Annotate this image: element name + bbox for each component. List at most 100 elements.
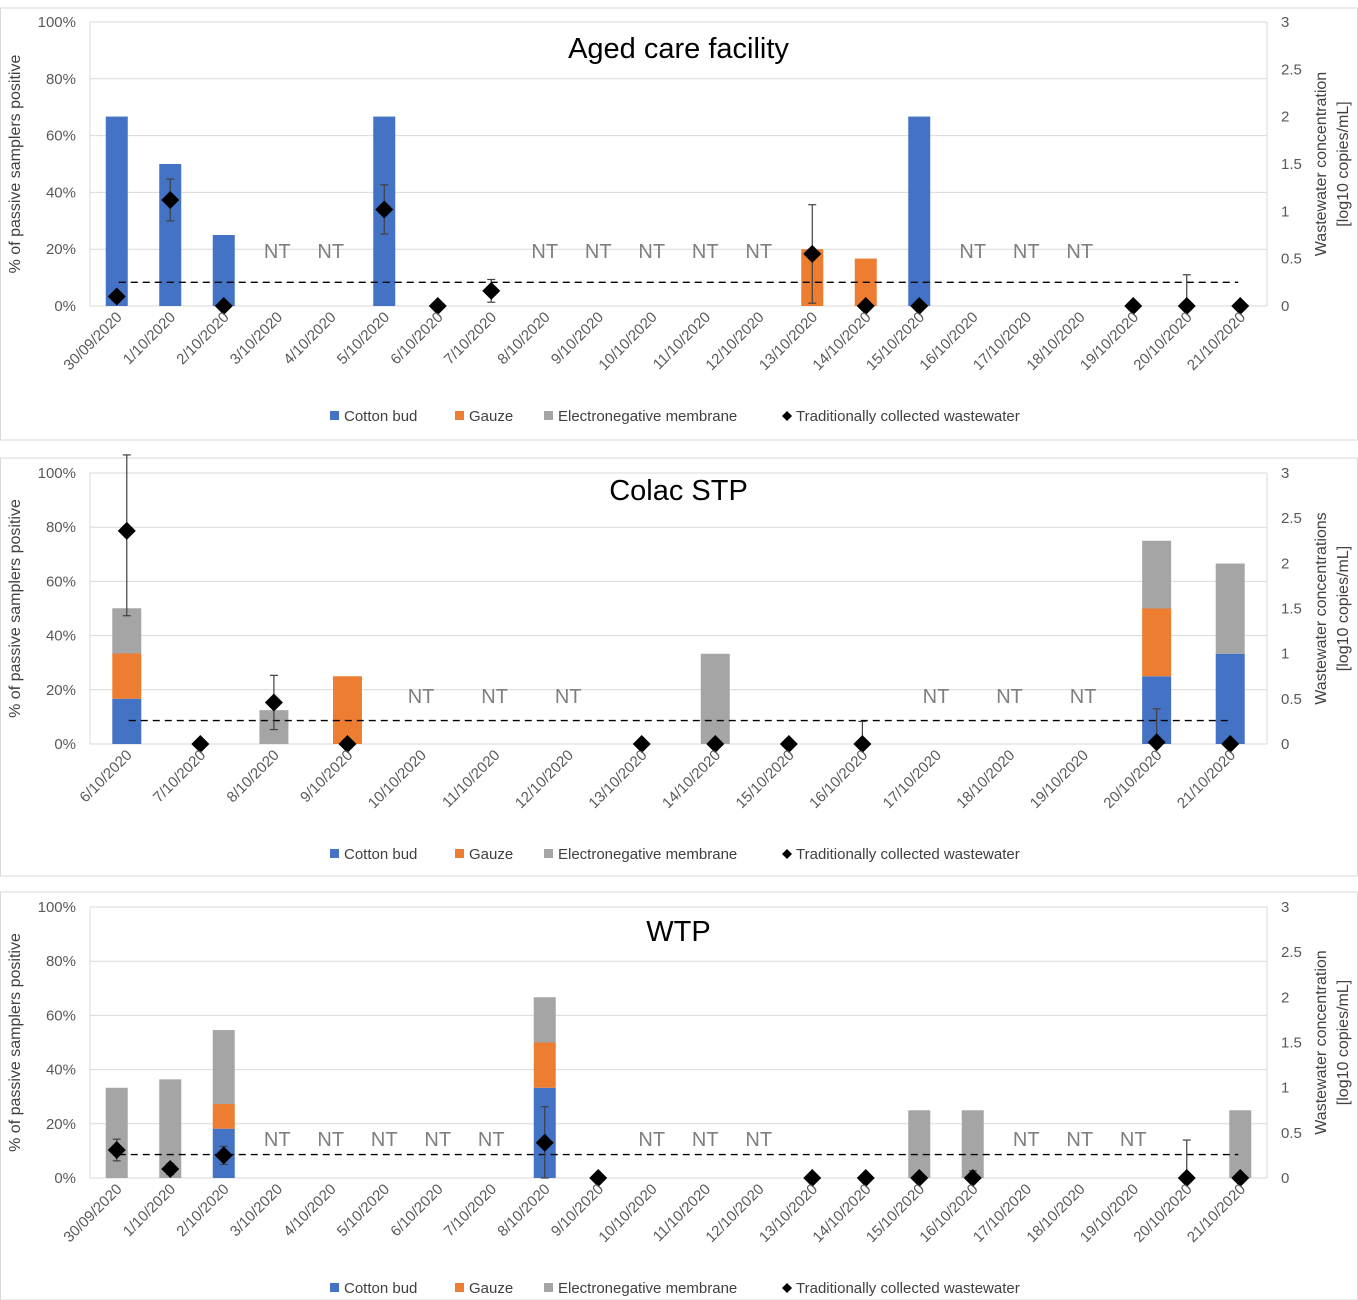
x-tick-label: 7/10/2020 (150, 747, 209, 806)
gridlines (90, 21, 1267, 307)
not-tested-label: NT (1120, 1129, 1147, 1151)
legend-label-wastewater: Traditionally collected wastewater (796, 1280, 1020, 1297)
legend-label-membrane: Electronegative membrane (558, 1280, 737, 1297)
x-tick-label: 12/10/2020 (512, 747, 577, 812)
y2-tick-label: 0.5 (1281, 691, 1302, 708)
wastewater-point (1147, 733, 1166, 752)
chart-panel-2: 0% 20% 40% 60% 80% 100% 0 0.5 1 1.5 2 2.5 3 NT NT NT NT N… (0, 454, 1358, 877)
bar-membrane (212, 1030, 235, 1105)
y-tick-label: 0% (54, 736, 76, 753)
bars (105, 997, 1252, 1178)
wastewater-point (1177, 1169, 1196, 1187)
not-tested-label: NT (1013, 1129, 1040, 1151)
x-tick-label: 15/10/2020 (733, 747, 798, 812)
x-tick-label: 21/10/2020 (1174, 747, 1239, 812)
x-tick-label: 1/10/2020 (120, 1181, 179, 1240)
wastewater-point (191, 735, 210, 753)
y2-tick-label: 2.5 (1281, 944, 1302, 961)
y-tick-label: 0% (54, 1170, 76, 1187)
not-tested-label: NT (478, 1129, 505, 1151)
y2-tick-label: 2.5 (1281, 61, 1302, 78)
bars (105, 116, 931, 307)
not-tested-label: NT (408, 686, 435, 708)
y2-tick-label: 1 (1281, 1080, 1289, 1097)
y-tick-label: 40% (46, 1062, 76, 1079)
y2-axis-unit-label: [log10 copies/mL] (1335, 101, 1352, 226)
bar-membrane (961, 1110, 984, 1178)
legend-swatch-gauze (455, 411, 464, 420)
y-tick-label: 80% (46, 71, 76, 88)
legend-label-gauze: Gauze (469, 408, 513, 425)
wastewater-point (1231, 297, 1250, 315)
not-tested-label: NT (1066, 241, 1093, 263)
x-tick-label: 30/09/2020 (60, 1181, 125, 1246)
x-tick-label: 10/10/2020 (595, 1181, 660, 1246)
x-tick-label: 7/10/2020 (441, 309, 500, 368)
y-tick-label: 100% (38, 465, 76, 482)
x-tick-label: 4/10/2020 (280, 309, 339, 368)
bar-cotton (1215, 653, 1245, 744)
x-tick-label: 11/10/2020 (439, 747, 503, 811)
not-tested-label: NT (264, 241, 291, 263)
y2-tick-label: 0 (1281, 736, 1289, 753)
y2-axis-label: Wastewater concentrations (1313, 512, 1330, 704)
y2-axis-unit-label: [log10 copies/mL] (1335, 546, 1352, 671)
x-tick-label: 3/10/2020 (227, 309, 286, 368)
legend-label-gauze: Gauze (469, 1280, 513, 1297)
wastewater-series (117, 454, 1240, 753)
not-tested-label: NT (638, 1129, 665, 1151)
y2-axis-label: Wastewater concentration (1313, 950, 1330, 1134)
y-tick-label: 40% (46, 184, 76, 201)
x-tick-label: 5/10/2020 (334, 309, 393, 368)
not-tested-label: NT (692, 241, 719, 263)
y-tick-label: 60% (46, 1007, 76, 1024)
legend-swatch-wastewater (782, 849, 792, 859)
x-tick-label: 6/10/2020 (387, 1181, 446, 1240)
y-tick-label: 80% (46, 519, 76, 536)
y-axis-label: % of passive samplers positive (7, 499, 24, 718)
wastewater-point (963, 1169, 982, 1187)
x-tick-label: 10/10/2020 (365, 747, 430, 812)
bar-membrane (1142, 540, 1172, 609)
wastewater-point (117, 521, 136, 540)
wastewater-point (1231, 1169, 1250, 1187)
x-tick-label: 5/10/2020 (334, 1181, 393, 1240)
bar-gauze (112, 653, 142, 699)
y2-tick-label: 2 (1281, 109, 1289, 126)
not-tested-label: NT (1070, 686, 1097, 708)
not-tested-label: NT (264, 1129, 291, 1151)
y-tick-label: 20% (46, 682, 76, 699)
x-tick-label: 3/10/2020 (227, 1181, 286, 1240)
y2-tick-label: 1.5 (1281, 1035, 1302, 1052)
legend-label-membrane: Electronegative membrane (558, 846, 737, 863)
legend-swatch-gauze (455, 1283, 464, 1292)
bar-cotton (105, 116, 128, 307)
x-tick-label: 7/10/2020 (441, 1181, 500, 1240)
legend-label-gauze: Gauze (469, 846, 513, 863)
not-tested-label: NT (996, 686, 1023, 708)
x-tick-label: 8/10/2020 (494, 309, 553, 368)
x-tick-label: 6/10/2020 (387, 309, 446, 368)
bar-cotton (908, 116, 931, 307)
wastewater-point (1177, 297, 1196, 315)
wastewater-point (910, 1169, 929, 1187)
x-tick-label: 14/10/2020 (659, 747, 724, 812)
wastewater-point (214, 297, 233, 315)
not-tested-label: NT (745, 1129, 772, 1151)
x-tick-label: 1/10/2020 (120, 309, 179, 368)
bar-membrane (159, 1079, 182, 1178)
legend: Cotton bud Gauze Electronegative membrane T… (330, 408, 1020, 425)
wastewater-point (338, 735, 357, 753)
x-tick-label: 13/10/2020 (585, 747, 650, 812)
wastewater-point (214, 1146, 233, 1165)
y2-tick-label: 0 (1281, 298, 1289, 315)
not-tested-label: NT (959, 241, 986, 263)
not-tested-label: NT (1013, 241, 1040, 263)
y-tick-label: 60% (46, 128, 76, 145)
wastewater-point (161, 1159, 180, 1178)
y-tick-label: 40% (46, 628, 76, 645)
x-tick-label: 10/10/2020 (595, 309, 660, 374)
wastewater-point (264, 693, 283, 712)
bar-membrane (105, 1087, 128, 1178)
wastewater-point (856, 297, 875, 315)
